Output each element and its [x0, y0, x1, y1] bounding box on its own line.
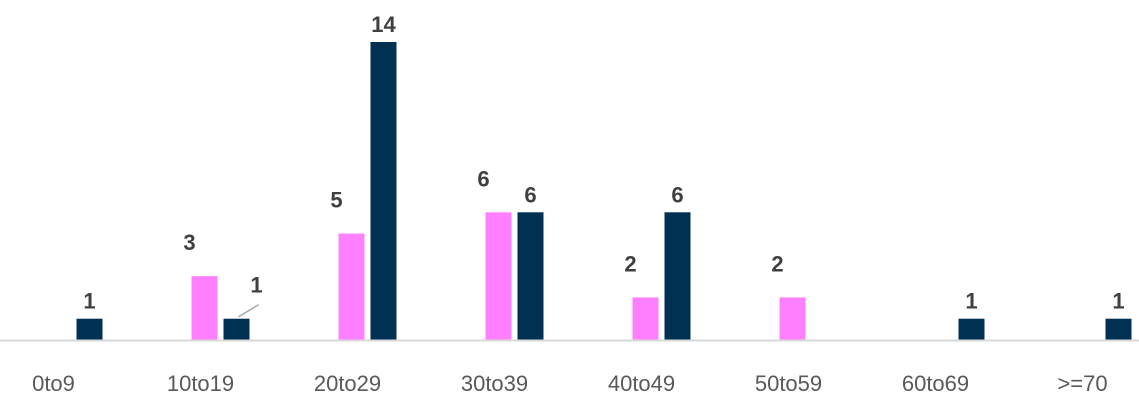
x-tick-label-10to19: 10to19 — [167, 371, 234, 396]
bar-series1-10to19 — [191, 276, 218, 340]
bar-series2->=70 — [1105, 318, 1132, 340]
bar-series2-10to19 — [223, 318, 250, 340]
bar-series1-50to59 — [779, 297, 806, 340]
data-label-series2-40to49: 6 — [671, 182, 683, 207]
data-label-series2-20to29: 14 — [371, 12, 396, 37]
x-tick-label-0to9: 0to9 — [32, 371, 75, 396]
bar-series1-40to49 — [632, 297, 659, 340]
x-tick-label-40to49: 40to49 — [608, 371, 675, 396]
bar-series2-0to9 — [76, 318, 103, 340]
data-label-series2->=70: 1 — [1112, 289, 1124, 314]
bar-series2-40to49 — [664, 212, 691, 340]
bar-series1-30to39 — [485, 212, 512, 340]
x-axis-tick-labels: 0to9 10to19 20to29 30to39 40to49 50to59 60to69… — [32, 371, 1108, 396]
x-tick-label-60to69: 60to69 — [902, 371, 969, 396]
x-tick-label->=70: >=70 — [1057, 371, 1107, 396]
x-tick-label-30to39: 30to39 — [461, 371, 528, 396]
x-tick-label-20to29: 20to29 — [314, 371, 381, 396]
data-label-series1-50to59: 2 — [771, 251, 783, 276]
data-label-series1-10to19: 3 — [183, 230, 195, 255]
bars-layer — [76, 42, 1132, 340]
x-tick-label-50to59: 50to59 — [755, 371, 822, 396]
bar-series2-20to29 — [370, 42, 397, 340]
data-labels: 1 3 1 5 14 6 6 2 6 2 1 1 — [83, 12, 1124, 314]
data-label-series2-60to69: 1 — [965, 289, 977, 314]
data-label-series2-10to19: 1 — [250, 273, 262, 298]
bar-series2-60to69 — [958, 318, 985, 340]
bar-series1-20to29 — [338, 233, 365, 340]
leader-lines — [238, 304, 259, 318]
data-label-series1-40to49: 2 — [624, 251, 636, 276]
leader-line-10to19 — [238, 304, 259, 318]
data-label-series1-20to29: 5 — [330, 188, 342, 213]
data-label-series2-0to9: 1 — [83, 289, 95, 314]
data-label-series2-30to39: 6 — [524, 182, 536, 207]
bar-series2-30to39 — [517, 212, 544, 340]
data-label-series1-30to39: 6 — [477, 166, 489, 191]
